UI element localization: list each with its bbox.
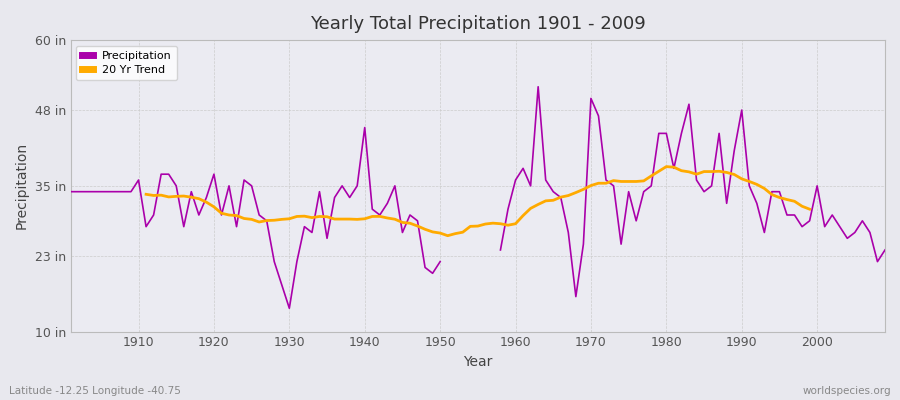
Precipitation: [126, 189, 137, 194]
Precipitation: [337, 184, 347, 188]
Precipitation: [608, 184, 619, 188]
Precipitation: [510, 178, 521, 182]
20 Yr Trend: [661, 164, 671, 169]
Text: Latitude -12.25 Longitude -40.75: Latitude -12.25 Longitude -40.75: [9, 386, 181, 396]
20 Yr Trend: [744, 179, 755, 184]
20 Yr Trend: [442, 233, 453, 238]
Precipitation: [292, 259, 302, 264]
Legend: Precipitation, 20 Yr Trend: Precipitation, 20 Yr Trend: [76, 46, 177, 80]
20 Yr Trend: [223, 212, 234, 217]
20 Yr Trend: [209, 204, 220, 209]
Title: Yearly Total Precipitation 1901 - 2009: Yearly Total Precipitation 1901 - 2009: [310, 15, 645, 33]
20 Yr Trend: [140, 192, 151, 197]
Text: worldspecies.org: worldspecies.org: [803, 386, 891, 396]
20 Yr Trend: [488, 221, 499, 226]
Line: Precipitation: Precipitation: [71, 87, 885, 308]
Precipitation: [879, 248, 890, 252]
Line: 20 Yr Trend: 20 Yr Trend: [146, 167, 810, 236]
X-axis label: Year: Year: [464, 355, 492, 369]
Precipitation: [66, 189, 77, 194]
20 Yr Trend: [397, 220, 408, 225]
Precipitation: [518, 166, 528, 171]
20 Yr Trend: [276, 217, 287, 222]
20 Yr Trend: [805, 207, 815, 212]
Y-axis label: Precipitation: Precipitation: [15, 142, 29, 230]
